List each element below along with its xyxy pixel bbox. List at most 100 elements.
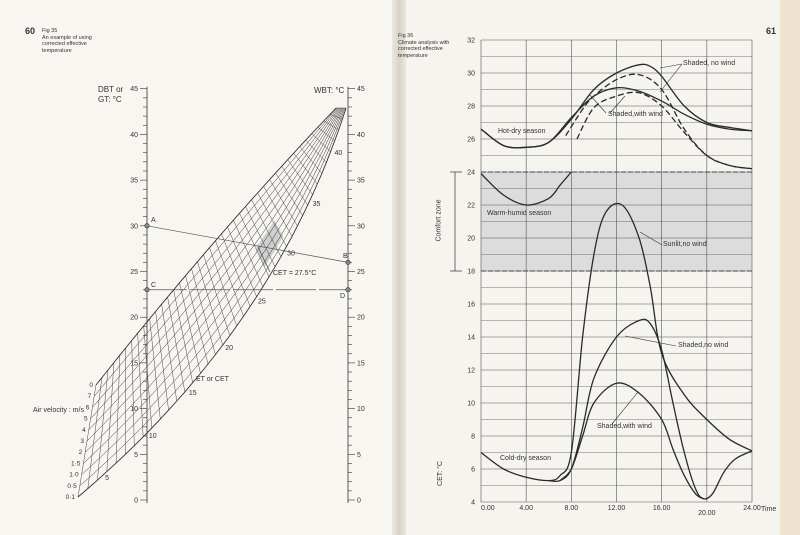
- et-line: [221, 233, 251, 307]
- et-line: [275, 172, 303, 216]
- y-tick-label: 20: [467, 236, 475, 243]
- et-line: [161, 304, 178, 402]
- y-tick-label: 14: [467, 335, 475, 342]
- point-d-marker: [345, 287, 351, 293]
- wbt-tick-label: 35: [357, 178, 365, 185]
- y-tick-label: 18: [467, 269, 475, 276]
- et-line: [143, 325, 153, 429]
- series-line-6: [548, 318, 753, 500]
- wbt-tick-label: 5: [357, 452, 361, 459]
- velocity-tick-label: 1·0: [69, 472, 79, 479]
- velocity-tick-label: 5: [84, 416, 88, 423]
- et-tick-label: 30: [287, 251, 295, 258]
- left-page: [0, 0, 398, 535]
- fig36-caption: Fig 36 Climate analysis with corrected e…: [398, 33, 449, 59]
- wbt-tick-label: 25: [357, 269, 365, 276]
- annotation-pointer: [659, 63, 683, 93]
- line-a-b: [146, 225, 349, 263]
- caption-line: corrected effective: [42, 41, 87, 47]
- x-tick-label: 20.00: [698, 510, 716, 517]
- dbt-tick-label: 10: [130, 406, 138, 413]
- y-tick-label: 28: [467, 104, 475, 111]
- caption-line: temperature: [42, 47, 72, 54]
- et-line: [305, 139, 327, 163]
- et-line: [287, 159, 313, 195]
- x-axis-label: Time: [761, 506, 777, 513]
- dbt-tick-label: 25: [130, 269, 138, 276]
- annotation-cold-dry-season: Cold-dry season: [500, 455, 551, 462]
- y-tick-label: 6: [471, 467, 475, 474]
- x-tick-label: 12.00: [608, 505, 626, 512]
- series-line-3: [576, 91, 753, 170]
- et-tick-label: 15: [189, 390, 197, 397]
- point-c-label: C: [151, 282, 157, 289]
- et-line: [77, 384, 97, 498]
- cet-label: CET = 27.5°C: [273, 270, 317, 277]
- series-line-5: [480, 202, 753, 482]
- velocity-line: [94, 107, 338, 397]
- velocity-tick-label: 6: [86, 404, 90, 411]
- point-d-label: D: [340, 293, 346, 300]
- y-tick-label: 4: [471, 500, 475, 507]
- velocity-tick-label: 7: [88, 393, 92, 400]
- et-line: [167, 297, 186, 392]
- et-line: [125, 347, 127, 455]
- y-axis-label: CET: °C: [436, 461, 444, 486]
- annotation-warm-humid-season: Warm-humid season: [487, 210, 552, 217]
- et-line: [173, 289, 193, 383]
- point-a-label: A: [151, 217, 156, 224]
- y-tick-label: 16: [467, 302, 475, 309]
- annotation-pointer: [609, 95, 626, 114]
- series-line-2: [565, 73, 753, 170]
- velocity-line: [83, 107, 344, 464]
- wbt-tick-label: 45: [357, 86, 365, 93]
- dbt-tick-label: 30: [130, 223, 138, 230]
- annotation-shaded-no-wind-hot: Shaded, no wind: [683, 60, 736, 67]
- et-line: [293, 153, 318, 185]
- et-line: [251, 199, 282, 257]
- annotation-sunlit-no-wind: Sunlit,no wind: [663, 241, 707, 248]
- et-line: [281, 166, 308, 206]
- point-a-marker: [144, 223, 150, 229]
- et-line: [215, 240, 244, 317]
- axis-label-line: GT: °C: [98, 95, 122, 104]
- dbt-tick-label: 15: [130, 360, 138, 367]
- caption-line: temperature: [398, 52, 428, 59]
- et-line: [233, 220, 264, 287]
- y-tick-label: 8: [471, 434, 475, 441]
- comfort-zone-label: Comfort zone: [435, 199, 443, 242]
- velocity-tick-label: 0·1: [66, 494, 76, 501]
- series-line-1: [480, 86, 753, 149]
- y-tick-label: 26: [467, 137, 475, 144]
- fig35-caption: Fig 35 An example of using corrected eff…: [42, 28, 92, 54]
- annotation-pointer: [639, 231, 663, 246]
- book-gutter: [392, 0, 406, 535]
- series-line-7: [559, 382, 704, 500]
- velocity-tick-label: 4: [82, 427, 86, 434]
- wbt-tick-label: 30: [357, 223, 365, 230]
- annotation-shaded-with-wind-cold: Shaded,with wind: [597, 423, 652, 430]
- y-tick-label: 30: [467, 71, 475, 78]
- et-line: [299, 146, 323, 174]
- annotation-pointer: [611, 391, 639, 425]
- caption-line: Fig 35: [42, 28, 58, 34]
- velocity-line: [85, 107, 343, 453]
- cet-pointer-line: [257, 246, 271, 273]
- wbt-tick-label: 20: [357, 315, 365, 322]
- velocity-tick-label: 0: [89, 382, 93, 389]
- et-line: [155, 311, 169, 411]
- x-tick-label: 4.00: [519, 505, 533, 512]
- et-tick-label: 5: [105, 475, 109, 482]
- et-line: [106, 362, 115, 472]
- annotation-pointer: [589, 94, 607, 114]
- series-line-4: [480, 171, 572, 206]
- et-line: [269, 179, 298, 227]
- et-line: [323, 120, 339, 131]
- point-c-marker: [144, 287, 150, 293]
- y-tick-label: 22: [467, 203, 475, 210]
- et-line: [179, 282, 201, 374]
- et-tick-label: 20: [225, 345, 233, 352]
- et-line: [197, 261, 223, 346]
- velocity-tick-label: 3: [80, 438, 84, 445]
